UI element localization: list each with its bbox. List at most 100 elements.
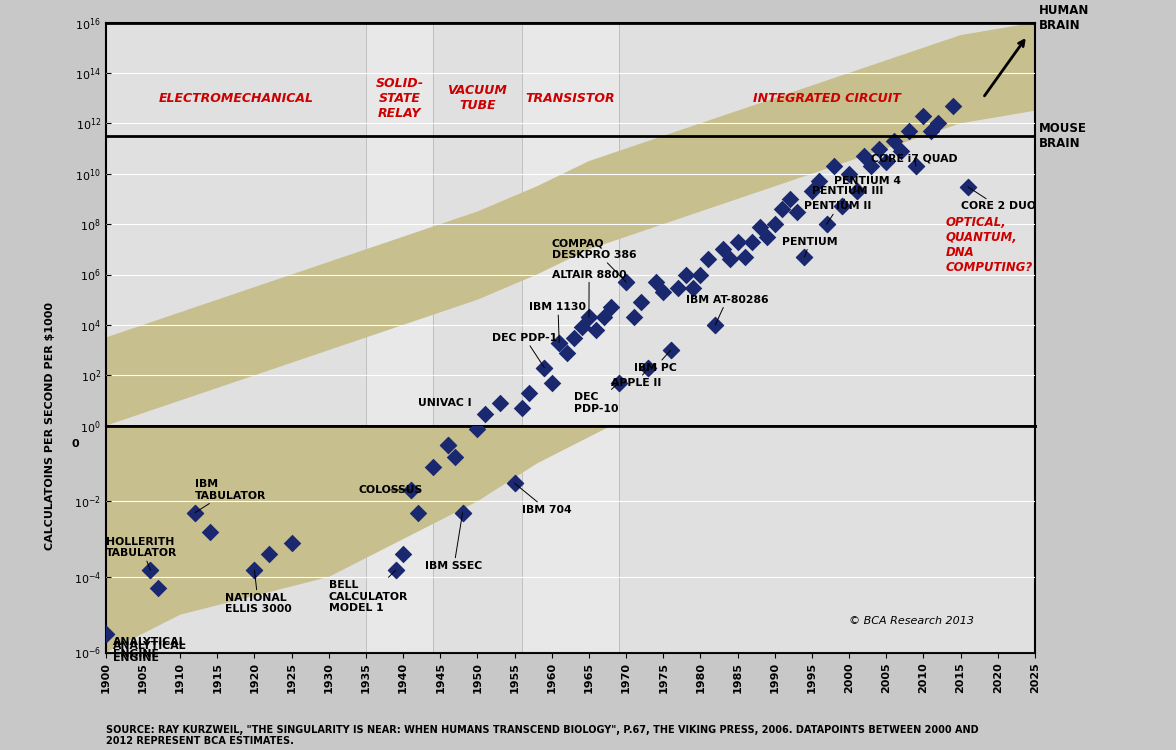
Text: COLOSSUS: COLOSSUS: [359, 485, 423, 495]
Point: [520, 387, 539, 399]
Text: DEC
PDP-10: DEC PDP-10: [574, 383, 619, 414]
Point: [245, 564, 263, 576]
Point: [706, 319, 724, 331]
Point: [773, 203, 791, 215]
Point: [728, 236, 747, 248]
Bar: [106, 426, 366, 652]
Point: [833, 200, 851, 212]
Point: [929, 117, 948, 129]
Point: [661, 344, 680, 356]
Text: ELECTROMECHANICAL: ELECTROMECHANICAL: [159, 92, 314, 104]
Point: [439, 440, 457, 452]
Point: [699, 254, 717, 266]
Text: COMPAQ
DESKPRO 386: COMPAQ DESKPRO 386: [552, 238, 636, 282]
Point: [714, 243, 733, 255]
Point: [587, 325, 606, 337]
Point: [408, 507, 427, 519]
Point: [862, 160, 881, 172]
Text: PENTIUM III: PENTIUM III: [811, 186, 883, 206]
Point: [632, 296, 650, 308]
Text: HUMAN
BRAIN: HUMAN BRAIN: [1038, 4, 1089, 32]
Point: [186, 507, 205, 519]
Point: [401, 484, 420, 496]
Text: OPTICAL,
QUANTUM,
DNA
COMPUTING?: OPTICAL, QUANTUM, DNA COMPUTING?: [946, 216, 1033, 274]
Text: DEC PDP-1: DEC PDP-1: [493, 333, 557, 368]
Point: [721, 254, 740, 266]
Point: [958, 181, 977, 193]
Point: [96, 628, 115, 640]
Point: [795, 251, 814, 263]
Point: [439, 440, 457, 452]
Text: INTEGRATED CIRCUIT: INTEGRATED CIRCUIT: [753, 92, 901, 104]
Point: [788, 206, 807, 218]
Bar: [106, 22, 366, 426]
Point: [669, 282, 688, 294]
Point: [453, 507, 472, 519]
Text: 0: 0: [72, 439, 79, 449]
Point: [757, 231, 776, 243]
Text: BELL
CALCULATOR
MODEL 1: BELL CALCULATOR MODEL 1: [329, 570, 408, 614]
Bar: [619, 426, 1035, 652]
Point: [446, 451, 465, 463]
Text: PENTIUM: PENTIUM: [782, 237, 837, 257]
Point: [810, 176, 829, 188]
Text: IBM PC: IBM PC: [634, 350, 676, 373]
Text: © BCA Research 2013: © BCA Research 2013: [849, 616, 974, 626]
Polygon shape: [106, 426, 612, 652]
Text: CORE 2 DUO: CORE 2 DUO: [961, 187, 1036, 211]
Text: APPLE II: APPLE II: [612, 368, 662, 388]
Bar: [522, 426, 619, 652]
Point: [847, 185, 866, 197]
Bar: [106, 0, 1035, 22]
Point: [802, 185, 821, 197]
Point: [423, 461, 442, 473]
Text: VACUUM
TUBE: VACUUM TUBE: [448, 84, 507, 112]
Point: [141, 564, 160, 576]
Point: [513, 402, 532, 414]
Point: [535, 362, 554, 374]
Y-axis label: CALCULATOINS PER SECOND PER $1000: CALCULATOINS PER SECOND PER $1000: [45, 302, 55, 550]
Point: [141, 564, 160, 576]
Point: [580, 311, 599, 323]
Point: [877, 156, 896, 168]
Point: [891, 145, 910, 157]
Text: IBM SSEC: IBM SSEC: [426, 513, 482, 571]
Text: TRANSISTOR: TRANSISTOR: [526, 92, 615, 104]
Point: [706, 319, 724, 331]
Point: [884, 135, 903, 147]
Point: [260, 548, 279, 560]
Point: [557, 346, 576, 358]
Point: [542, 377, 561, 389]
Point: [943, 100, 962, 112]
Point: [780, 193, 799, 205]
Text: IBM 1130: IBM 1130: [529, 302, 587, 343]
Point: [282, 537, 301, 549]
Point: [602, 302, 621, 313]
Text: NATIONAL
ELLIS 3000: NATIONAL ELLIS 3000: [225, 570, 292, 614]
Text: HOLLERITH
TABULATOR: HOLLERITH TABULATOR: [106, 537, 178, 570]
Bar: [366, 22, 433, 426]
Point: [594, 311, 613, 323]
Point: [647, 276, 666, 288]
Point: [958, 181, 977, 193]
Point: [535, 362, 554, 374]
Point: [609, 377, 628, 389]
Point: [817, 218, 836, 230]
Point: [639, 362, 657, 374]
Text: MOUSE
BRAIN: MOUSE BRAIN: [1038, 122, 1087, 151]
Text: ANALYTICAL
ENGINE: ANALYTICAL ENGINE: [113, 638, 187, 659]
Point: [468, 423, 487, 435]
Point: [817, 218, 836, 230]
Text: IBM 704: IBM 704: [515, 483, 572, 514]
Point: [795, 251, 814, 263]
Point: [750, 220, 769, 232]
Point: [683, 282, 702, 294]
Point: [550, 337, 569, 349]
Point: [616, 276, 635, 288]
Text: SOLID-
STATE
RELAY: SOLID- STATE RELAY: [375, 76, 423, 119]
Bar: [433, 426, 522, 652]
Text: PENTIUM II: PENTIUM II: [804, 202, 871, 224]
Bar: [433, 22, 522, 426]
Text: IBM
TABULATOR: IBM TABULATOR: [195, 479, 267, 513]
Point: [453, 507, 472, 519]
